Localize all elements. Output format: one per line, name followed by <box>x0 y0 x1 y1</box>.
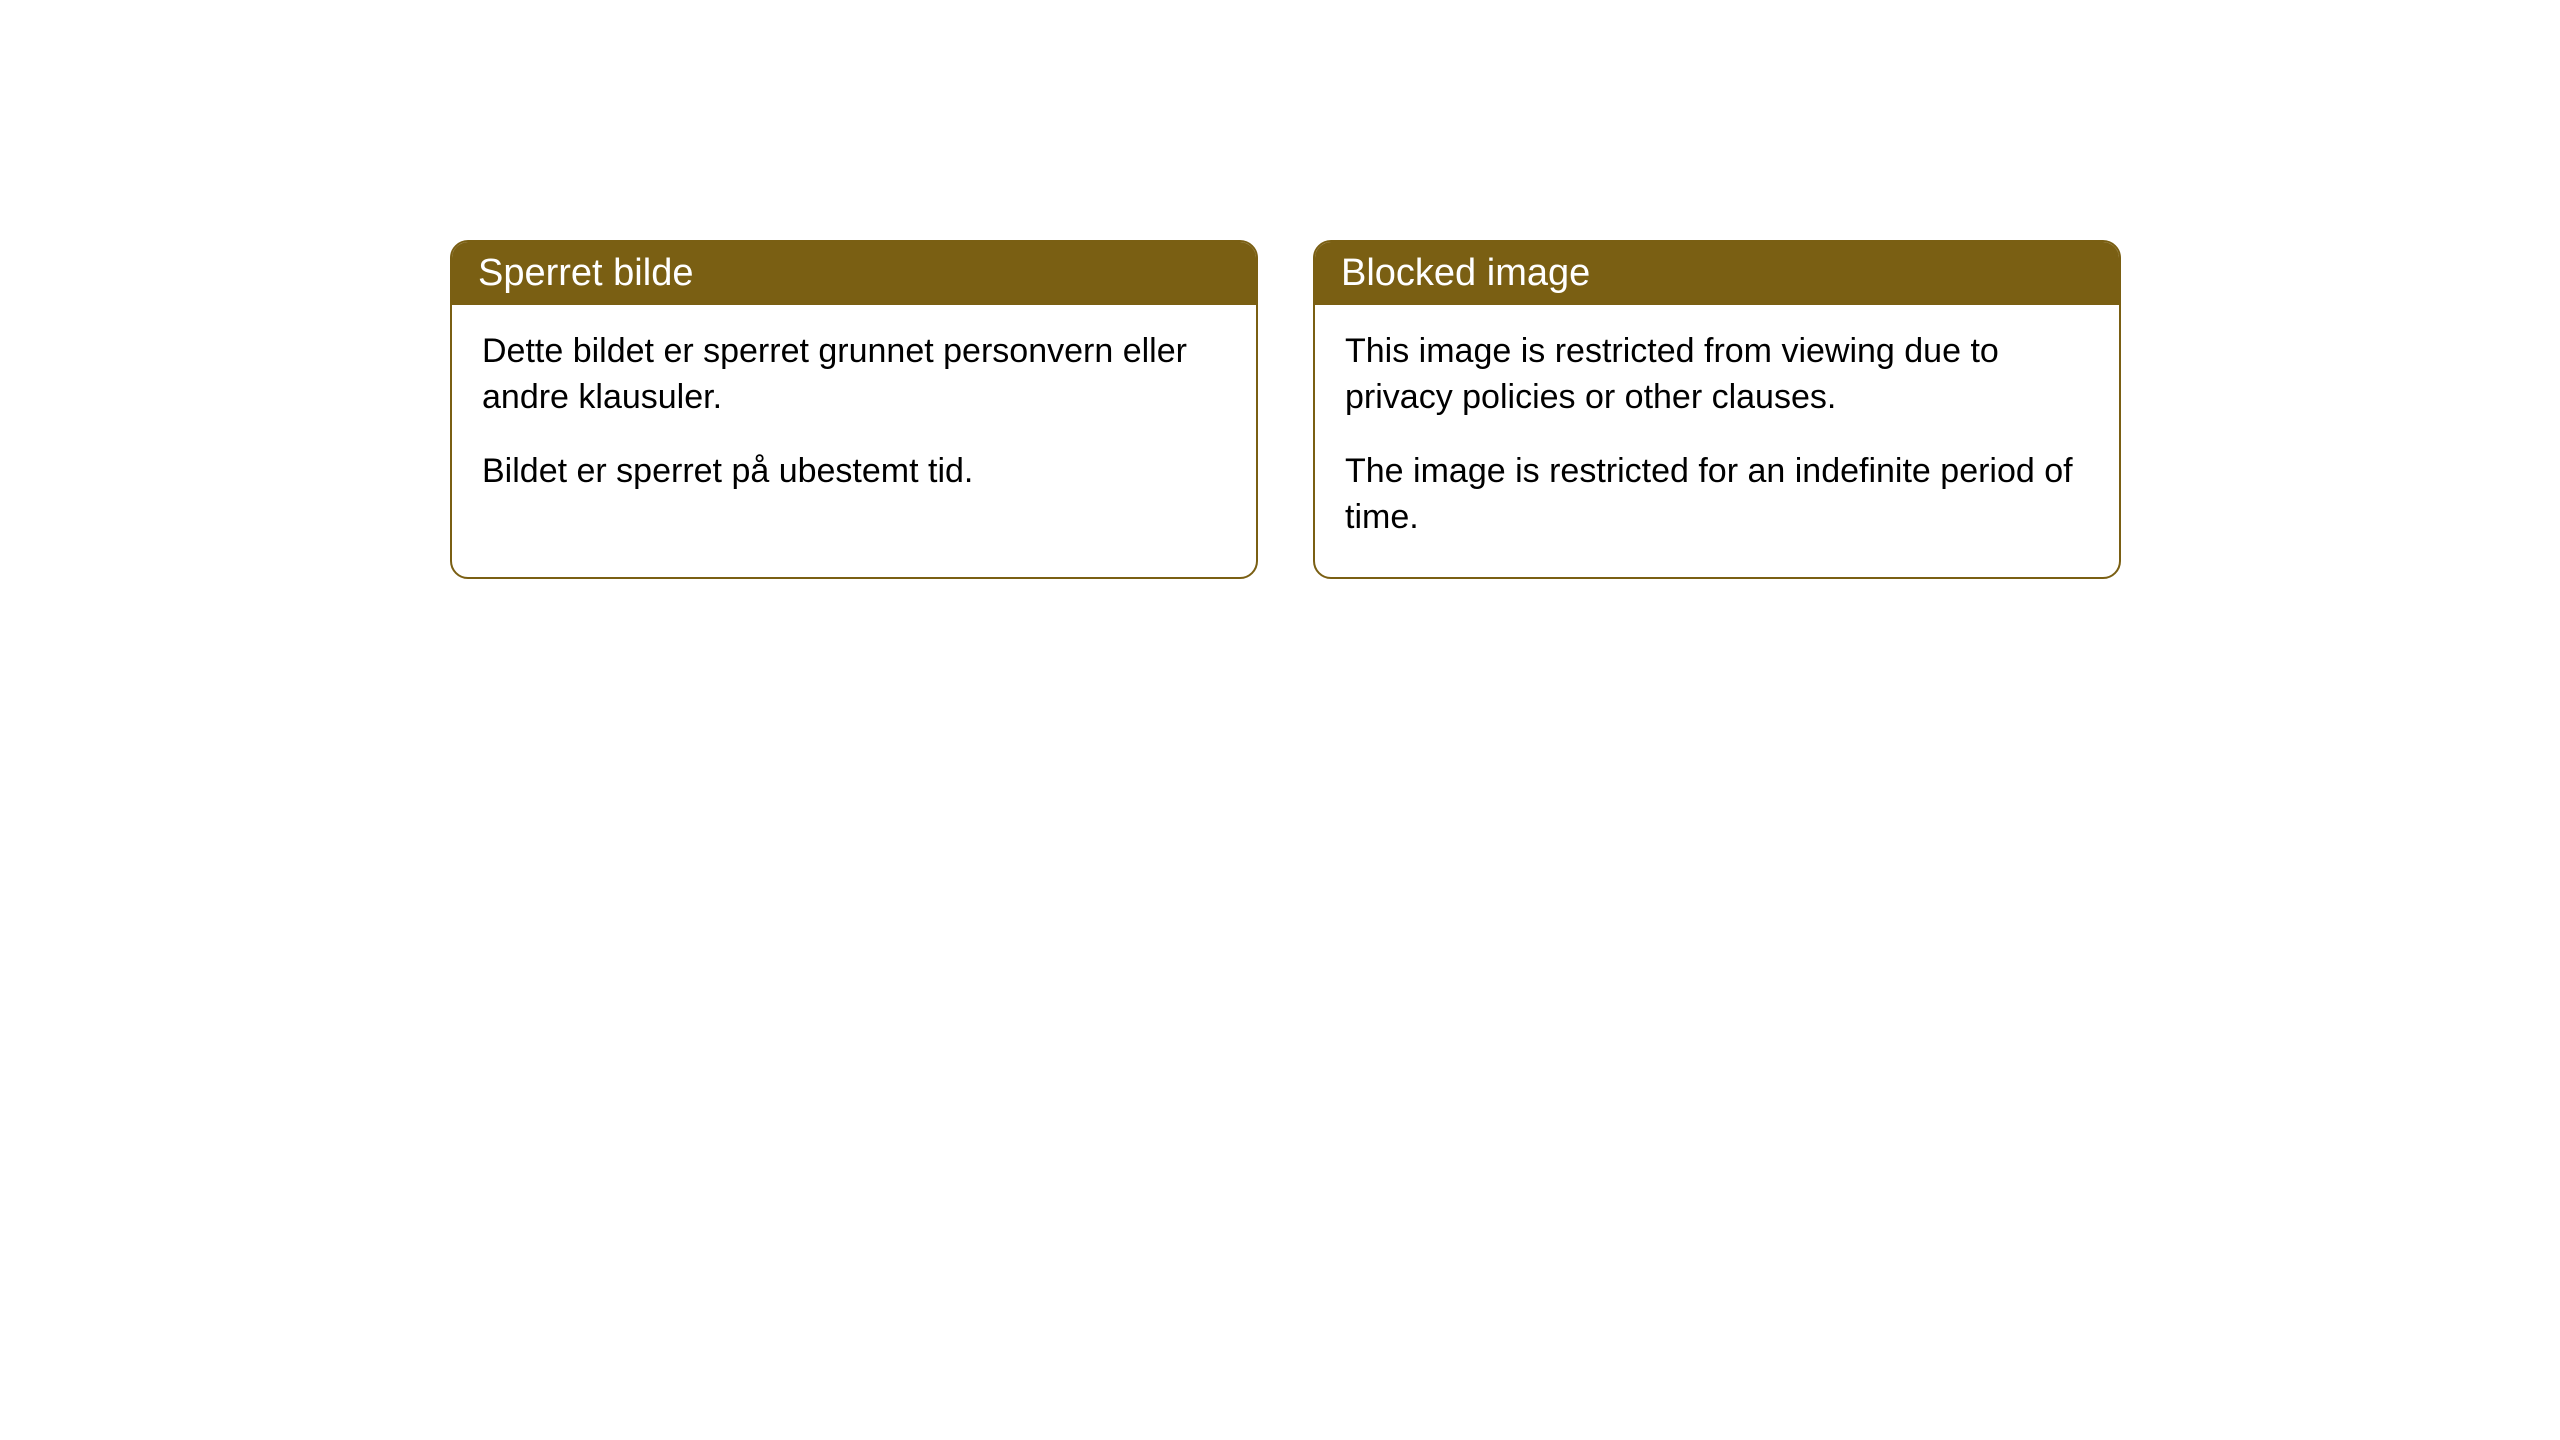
blocked-image-card-english: Blocked image This image is restricted f… <box>1313 240 2121 579</box>
card-paragraph: This image is restricted from viewing du… <box>1345 329 2089 421</box>
card-header: Sperret bilde <box>452 242 1256 305</box>
card-body: This image is restricted from viewing du… <box>1315 305 2119 577</box>
notice-cards-container: Sperret bilde Dette bildet er sperret gr… <box>450 240 2121 579</box>
card-title: Sperret bilde <box>478 252 693 294</box>
card-paragraph: Dette bildet er sperret grunnet personve… <box>482 329 1226 421</box>
card-header: Blocked image <box>1315 242 2119 305</box>
card-paragraph: The image is restricted for an indefinit… <box>1345 449 2089 541</box>
card-body: Dette bildet er sperret grunnet personve… <box>452 305 1256 531</box>
blocked-image-card-norwegian: Sperret bilde Dette bildet er sperret gr… <box>450 240 1258 579</box>
card-paragraph: Bildet er sperret på ubestemt tid. <box>482 449 1226 495</box>
card-title: Blocked image <box>1341 252 1590 294</box>
